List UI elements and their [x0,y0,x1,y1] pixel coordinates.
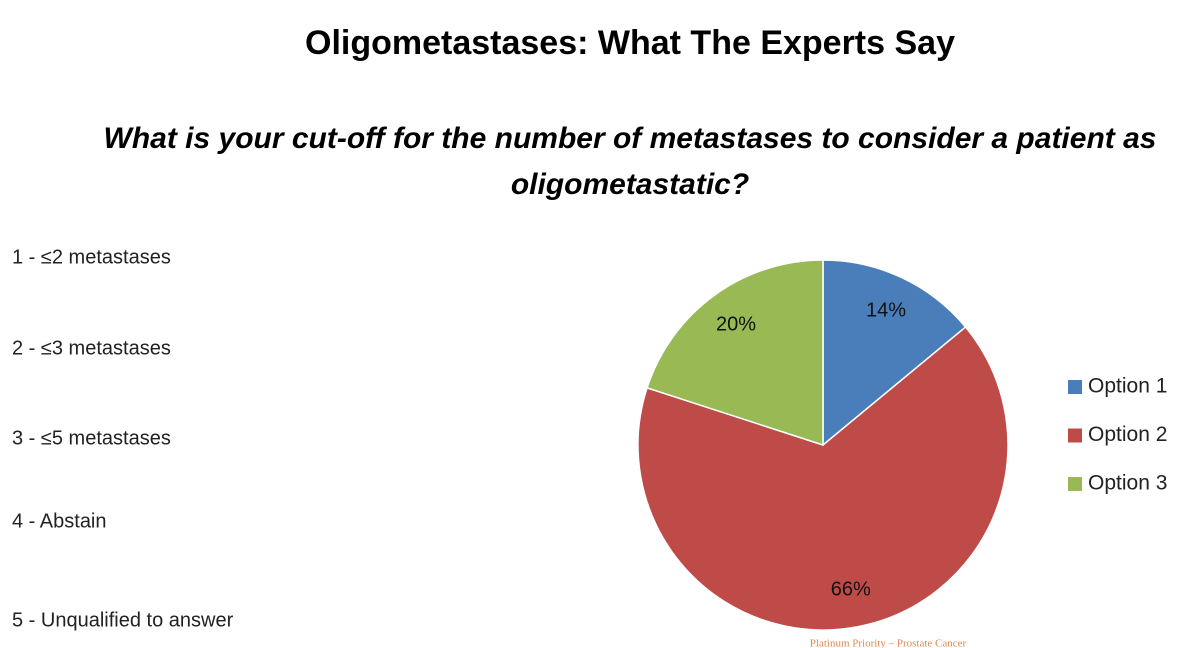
option-text: 2 - ≤3 metastases [12,337,171,359]
question: What is your cut-off for the number of m… [103,122,1157,201]
legend-label: Option 2 [1088,423,1167,446]
data-label: 66% [831,579,871,601]
legend-swatch [1068,380,1082,394]
option-text: 5 - Unqualified to answer [12,609,234,631]
option-text: 3 - ≤5 metastases [12,427,171,449]
legend-swatch [1068,477,1082,491]
option-text: 1 - ≤2 metastases [12,246,171,268]
footer-text: Platinum Priority – Prostate Cancer [810,638,967,648]
pie-slice [822,259,967,447]
legend-label: Option 1 [1088,375,1167,398]
data-label: 14% [866,299,906,321]
legend-label: Option 3 [1088,472,1167,495]
slide-title: Oligometastases: What The Experts Say [305,24,955,62]
pie-slice [646,259,824,447]
data-label: 20% [716,314,756,336]
option-text: 4 - Abstain [12,510,107,532]
legend-swatch [1068,428,1082,443]
pie-slice [637,326,1009,631]
